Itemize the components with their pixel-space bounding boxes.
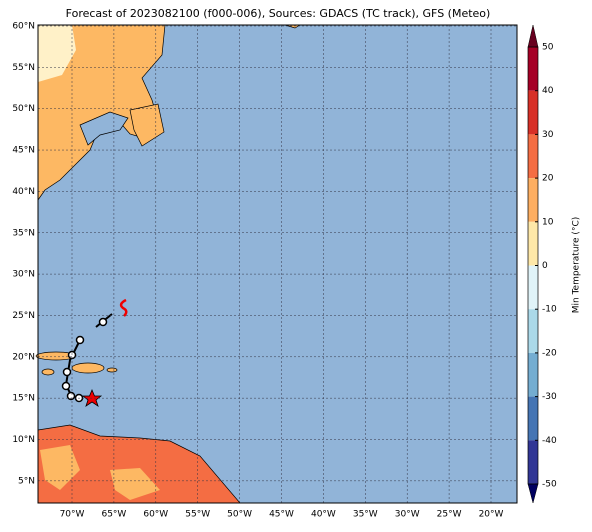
lat-label: 10°N	[12, 435, 35, 445]
colorbar-segment	[528, 265, 538, 310]
land-warm-area	[40, 445, 80, 490]
map	[35, 24, 517, 504]
lon-label: 45°W	[269, 510, 294, 520]
colorbar-segment	[528, 90, 538, 135]
colorbar-segment	[528, 352, 538, 397]
map-frame	[37, 24, 518, 504]
jamaica	[41, 368, 55, 376]
hurricane-symbol	[119, 298, 128, 317]
north-america	[37, 24, 166, 202]
lat-label: 25°N	[12, 311, 35, 321]
colorbar-tick-label: -50	[542, 480, 557, 490]
lon-label: 35°W	[353, 510, 378, 520]
colorbar-tick-label: -30	[542, 392, 557, 402]
colorbar-segment	[528, 178, 538, 222]
lon-label: 20°W	[479, 510, 504, 520]
lat-label: 45°N	[12, 146, 35, 156]
land-cool-area	[38, 25, 76, 82]
colorbar-arrow	[527, 483, 539, 504]
newfoundland	[129, 103, 165, 147]
lat-label: 50°N	[12, 104, 35, 114]
colorbar-tick-label: 20	[542, 174, 554, 184]
lat-label: 15°N	[12, 394, 35, 404]
colorbar-segment	[528, 47, 538, 91]
hispaniola	[71, 362, 105, 374]
colorbar-tick-label: 10	[542, 217, 554, 227]
colorbar-tick-label: 50	[542, 43, 554, 53]
land-warm-area	[110, 468, 160, 500]
puerto-rico	[106, 367, 118, 373]
gulf-st-lawrence	[79, 111, 129, 146]
lat-label: 40°N	[12, 187, 35, 197]
colorbar-segment	[528, 134, 538, 179]
lon-label: 55°W	[185, 510, 210, 520]
lon-label: 30°W	[395, 510, 420, 520]
lat-label: 30°N	[12, 270, 35, 280]
colorbar-tick-label: 40	[542, 86, 554, 96]
colorbar-arrow	[527, 24, 539, 48]
colorbar-segment	[528, 440, 538, 484]
lat-label: 5°N	[18, 476, 35, 486]
lon-label: 70°W	[60, 510, 85, 520]
title: Forecast of 2023082100 (f000-006), Sourc…	[66, 7, 491, 20]
colorbar-tick-label: -20	[542, 348, 557, 358]
colorbar-segment	[528, 396, 538, 441]
lon-label: 40°W	[311, 510, 336, 520]
lat-label: 55°N	[12, 63, 35, 73]
colorbar-segment	[528, 221, 538, 266]
colorbar: 50 40 30 20 10 0 -10 -20 -30 -40 -50	[527, 24, 557, 504]
colorbar-segment	[528, 309, 538, 353]
lon-label: 65°W	[101, 510, 126, 520]
storm-marker	[66, 391, 76, 401]
colorbar-tick-label: 0	[542, 261, 548, 271]
colorbar-label: Min Temperature (°C)	[572, 217, 582, 314]
lat-label: 20°N	[12, 352, 35, 362]
lon-label: 50°W	[227, 510, 252, 520]
storm-marker	[98, 317, 108, 327]
lat-label: 35°N	[12, 228, 35, 238]
storm-marker	[62, 367, 72, 377]
lat-label: 60°N	[12, 22, 35, 32]
storm-marker	[61, 381, 71, 391]
storm-marker	[75, 335, 85, 345]
lon-label: 60°W	[143, 510, 168, 520]
lon-label: 25°W	[437, 510, 462, 520]
colorbar-tick-label: -40	[542, 436, 557, 446]
colorbar-tick-label: -10	[542, 305, 557, 315]
colorbar-tick-label: 30	[542, 130, 554, 140]
